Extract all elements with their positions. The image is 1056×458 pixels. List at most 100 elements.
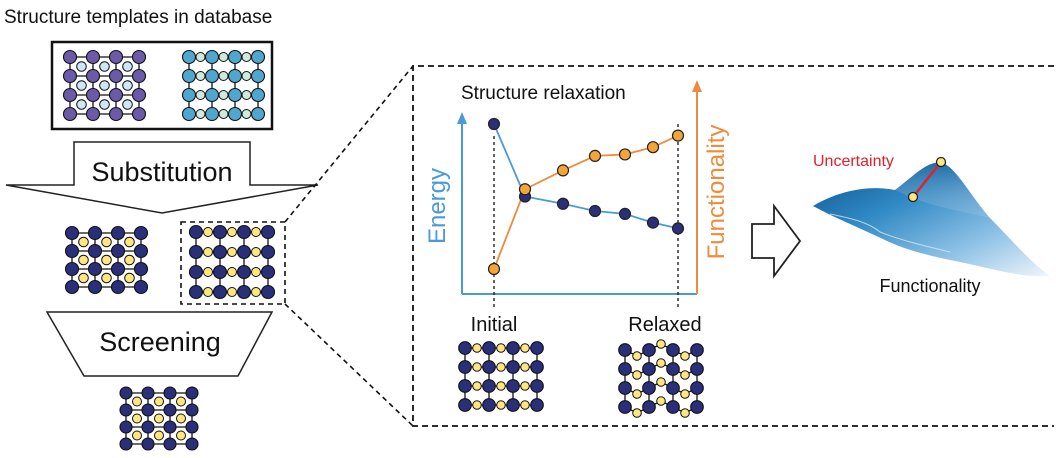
lattice-atom [87,243,103,259]
lattice-atom [181,87,197,103]
lattice-atom-small [496,362,506,372]
lattice-atom-small [218,71,229,81]
lattice-atom [62,87,78,103]
lattice-atom-small [195,90,206,100]
lattice-atom [64,243,80,259]
lattice-atom [110,243,126,259]
substituted-lattice-1 [64,225,149,295]
template-lattice-teal [181,49,266,122]
lattice-atom [163,437,177,451]
lattice-atom-small [124,272,135,284]
lattice-atom [110,279,126,295]
lattice-atom-small [195,109,206,119]
lattice-atom [131,49,147,65]
lattice-atom [250,87,266,103]
lattice-atom [236,264,252,280]
lattice-atom-small [520,400,530,410]
lattice-atom-small [520,381,530,391]
lattice-atom-small [680,389,690,399]
lattice-atom [227,87,243,103]
lattice-atom [204,87,220,103]
lattice-atom-small [122,80,133,91]
lattice-atom [163,403,177,417]
lattice-atom [506,379,520,393]
energy-point [671,222,685,235]
relaxation-title: Structure relaxation [461,83,626,104]
database-title: Structure templates in database [4,7,272,28]
screening-label: Screening [99,327,221,357]
lattice-atom [62,68,78,84]
lattice-atom [108,106,124,122]
landscape-point-low [907,191,919,203]
lattice-atom-small [176,396,186,407]
lattice-atom [530,398,544,412]
functionality-point [646,141,660,154]
lattice-atom-small [195,71,206,81]
lattice-atom [181,49,197,65]
lattice-atom [458,360,472,374]
lattice-atom-small [251,267,261,277]
lattice-atom-small [154,396,164,407]
lattice-atom [482,360,496,374]
lattice-atom [204,68,220,84]
lattice-atom [260,244,276,260]
lattice-atom [85,87,101,103]
lattice-atom [87,225,103,241]
lattice-atom-small [680,370,690,380]
screening-funnel [45,311,274,377]
energy-point [556,197,570,210]
energy-axis-arrowhead [457,112,467,124]
lattice-atom [666,362,680,376]
selected-structure-box [180,221,286,305]
lattice-atom-small [154,413,164,424]
lattice-atom [212,224,228,240]
energy-point [646,216,660,229]
lattice-atom-small [122,99,133,110]
landscape-ridge [829,213,951,253]
functionality-axis-label: Functionality [703,125,730,260]
lattice-atom [133,261,149,277]
lattice-atom [119,437,133,451]
lattice-atom [141,437,155,451]
lattice-atom [530,341,544,355]
lattice-atom [131,68,147,84]
lattice-atom-small [76,80,87,91]
energy-series-line [493,123,679,230]
lattice-atom [188,244,204,260]
lattice-atom-small [680,408,690,418]
lattice-atom-small [99,99,110,110]
lattice-atom [236,244,252,260]
lattice-atom [260,224,276,240]
lattice-atom [181,106,197,122]
lattice-atom-small [241,109,252,119]
lattice-atom [618,381,632,395]
lattice-atom-small [241,71,252,81]
lattice-atom-small [496,400,506,410]
lattice-atom [181,68,197,84]
lattice-atom-small [176,430,186,441]
lattice-atom [131,106,147,122]
lattice-atom [62,49,78,65]
lattice-atom [87,279,103,295]
lattice-atom [690,400,704,414]
lattice-atom [690,343,704,357]
energy-axis-label: Energy [424,168,451,244]
lattice-atom-small [124,236,135,248]
lattice-atom [188,224,204,240]
lattice-atom-small [251,287,261,297]
lattice-atom-small [472,400,482,410]
lattice-atom [506,360,520,374]
lattice-atom [236,224,252,240]
lattice-atom-small [132,413,142,424]
lattice-atom-small [472,343,482,353]
functionality-axis-arrowhead [692,80,702,92]
lattice-atom-small [101,272,112,284]
lattice-atom-small [154,430,164,441]
functionality-point [518,183,532,196]
lattice-atom [87,261,103,277]
lattice-atom [212,244,228,260]
lattice-atom-small [203,287,213,297]
functionality-point [618,148,632,161]
lattice-atom [618,400,632,414]
relaxation-chart [487,117,685,276]
